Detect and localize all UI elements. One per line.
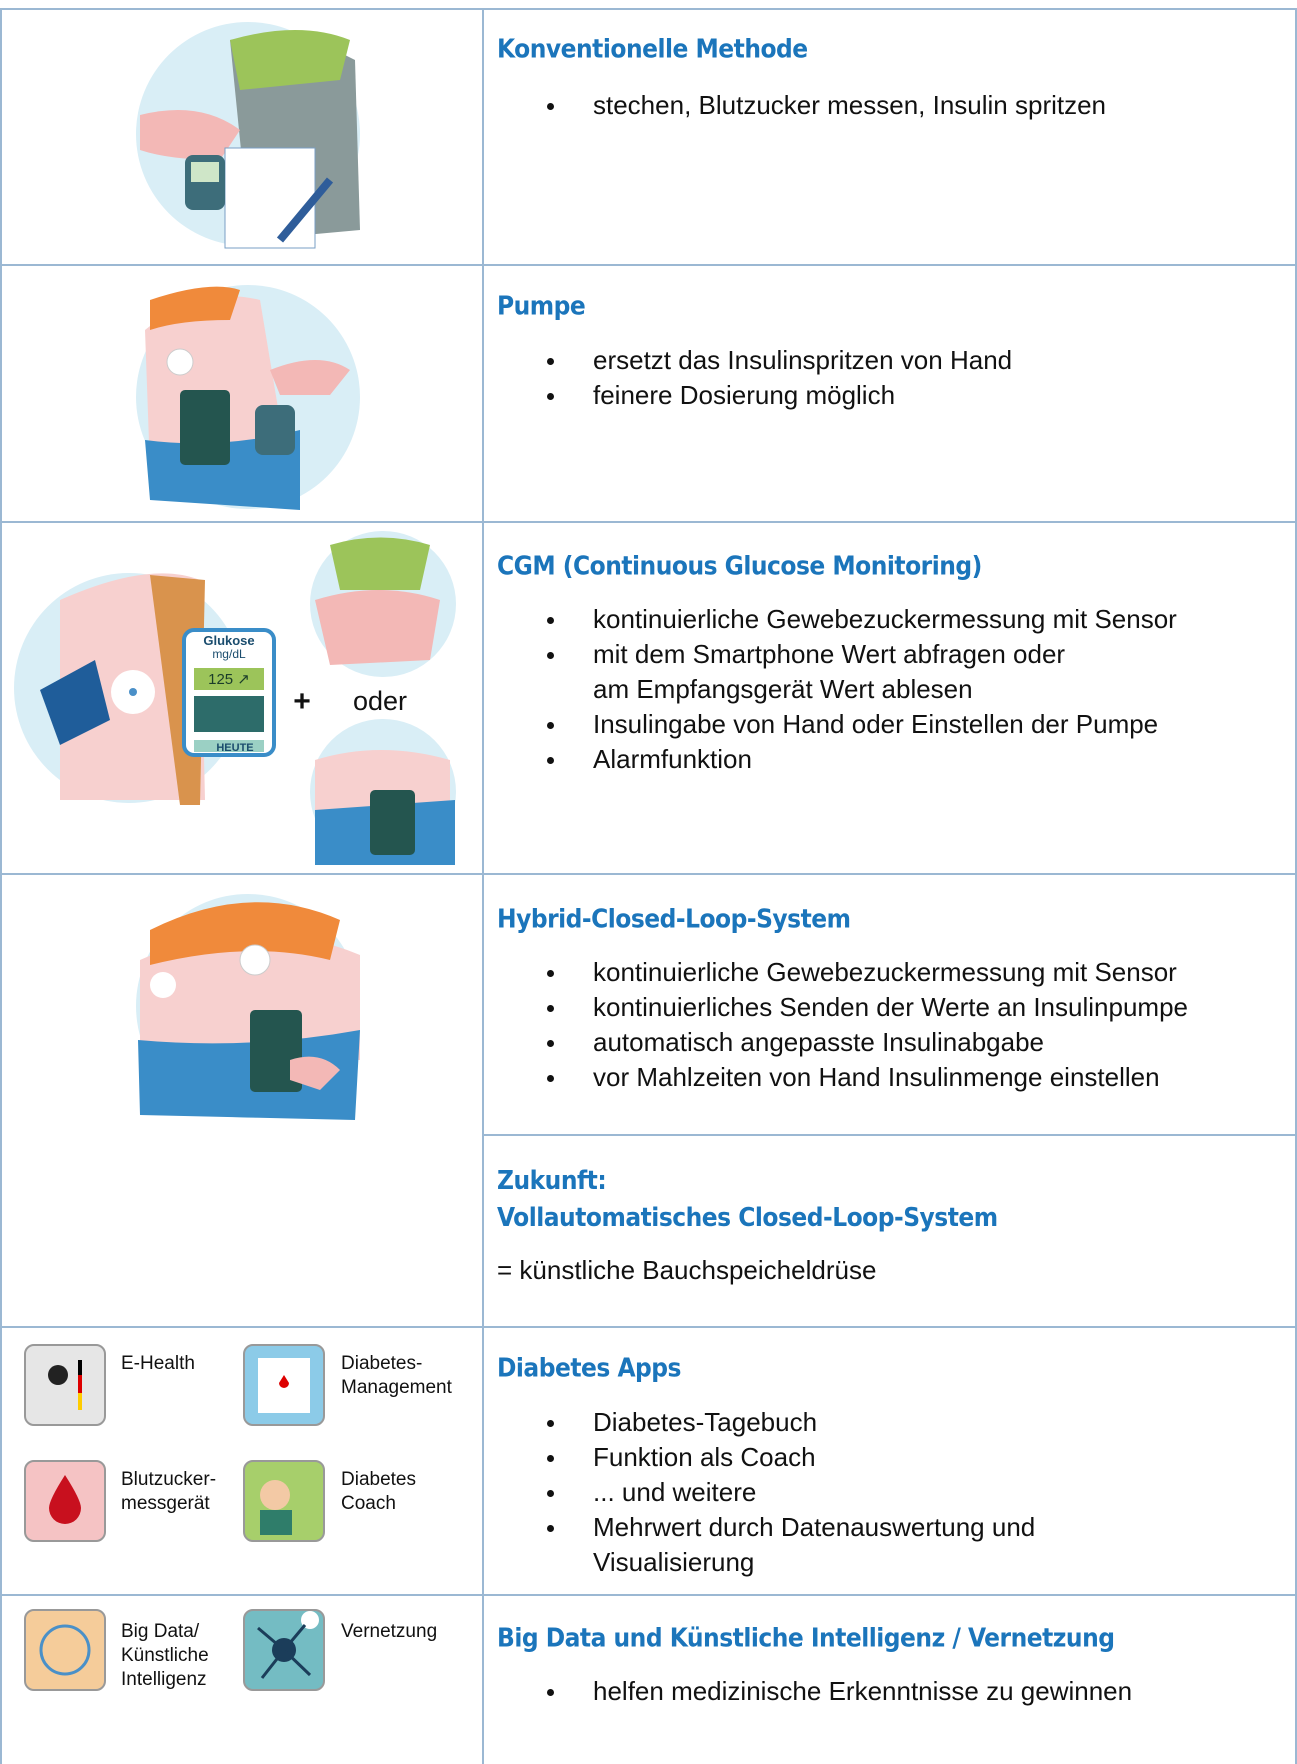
bullet-text: helfen medizinische Erkenntnisse zu gewi… [593,1676,1133,1706]
bullet-text: ... und weitere [593,1477,757,1507]
bullet-text: vor Mahlzeiten von Hand Insulinmenge ein… [593,1062,1160,1092]
bullet-text: Insulingabe von Hand oder Einstellen der… [593,709,1159,739]
bullet-text: automatisch angepasste Insulinabgabe [593,1027,1044,1057]
bullet [547,1075,554,1082]
bullet [547,970,554,977]
bullet [547,1455,554,1462]
bullet-text: Alarmfunktion [593,744,752,774]
section-title: CGM (Continuous Glucose Monitoring) [497,551,982,582]
app-label: Diabetes Coach [341,1469,416,1514]
app-icons [24,1344,325,1691]
section-title: Hybrid-Closed-Loop-System [497,904,851,935]
app-label: Vernetzung [341,1621,438,1642]
bullet-text: Diabetes-Tagebuch [593,1407,818,1437]
app-label: Blutzucker- messgerät [121,1469,217,1514]
section-title: Diabetes Apps [497,1353,681,1384]
bullet [547,617,554,624]
or-label: oder [353,686,407,716]
section-text: = künstliche Bauchspeicheldrüse [497,1255,877,1285]
illustration-pump [136,285,360,510]
app-label: Big Data/ Künstliche Intelligenz [121,1621,209,1690]
bullet [547,1005,554,1012]
section-title: Big Data und Künstliche Intelligenz / Ve… [497,1623,1115,1654]
bullet [547,1689,554,1696]
bullet-text: stechen, Blutzucker messen, Insulin spri… [593,90,1107,120]
bullet [547,103,554,110]
illustration-hybrid [136,894,360,1120]
table-borders [0,8,1297,1764]
bullet-text: kontinuierliches Senden der Werte an Ins… [593,992,1188,1022]
bullet-text: ersetzt das Insulinspritzen von Hand [593,345,1013,375]
bullet [547,393,554,400]
illustration-conventional [136,22,360,249]
bullet [547,1420,554,1427]
app-label: Diabetes- Management [341,1353,452,1398]
bullet [547,1525,554,1532]
app-label: E-Health [121,1353,195,1374]
section-title: Pumpe [497,291,586,322]
device-label: Glukose [203,633,254,648]
device-button: HEUTE [216,742,253,754]
bullet [547,1490,554,1497]
bullet-text: Funktion als Coach [593,1442,816,1472]
bullet-text: kontinuierliche Gewebezuckermessung mit … [593,604,1177,634]
plus-sign: + [293,685,311,718]
bullet-text: kontinuierliche Gewebezuckermessung mit … [593,957,1177,987]
bullet [547,1040,554,1047]
bullet-text: feinere Dosierung möglich [593,380,896,410]
bullet-text: mit dem Smartphone Wert abfragen oder am… [593,639,1066,704]
bullet-text: Mehrwert durch Datenauswertung und Visua… [593,1512,1036,1577]
section-title: Konventionelle Methode [497,34,808,65]
bullet [547,358,554,365]
bullet [547,722,554,729]
section-title: Zukunft: Vollautomatisches Closed-Loop-S… [497,1166,998,1233]
device-reading: 125 ↗ [208,671,250,688]
illustration-cgm: Glukose mg/dL 125 ↗ HEUTE + oder [14,531,456,865]
bullet [547,652,554,659]
bullet [547,757,554,764]
device-unit: mg/dL [212,647,246,661]
